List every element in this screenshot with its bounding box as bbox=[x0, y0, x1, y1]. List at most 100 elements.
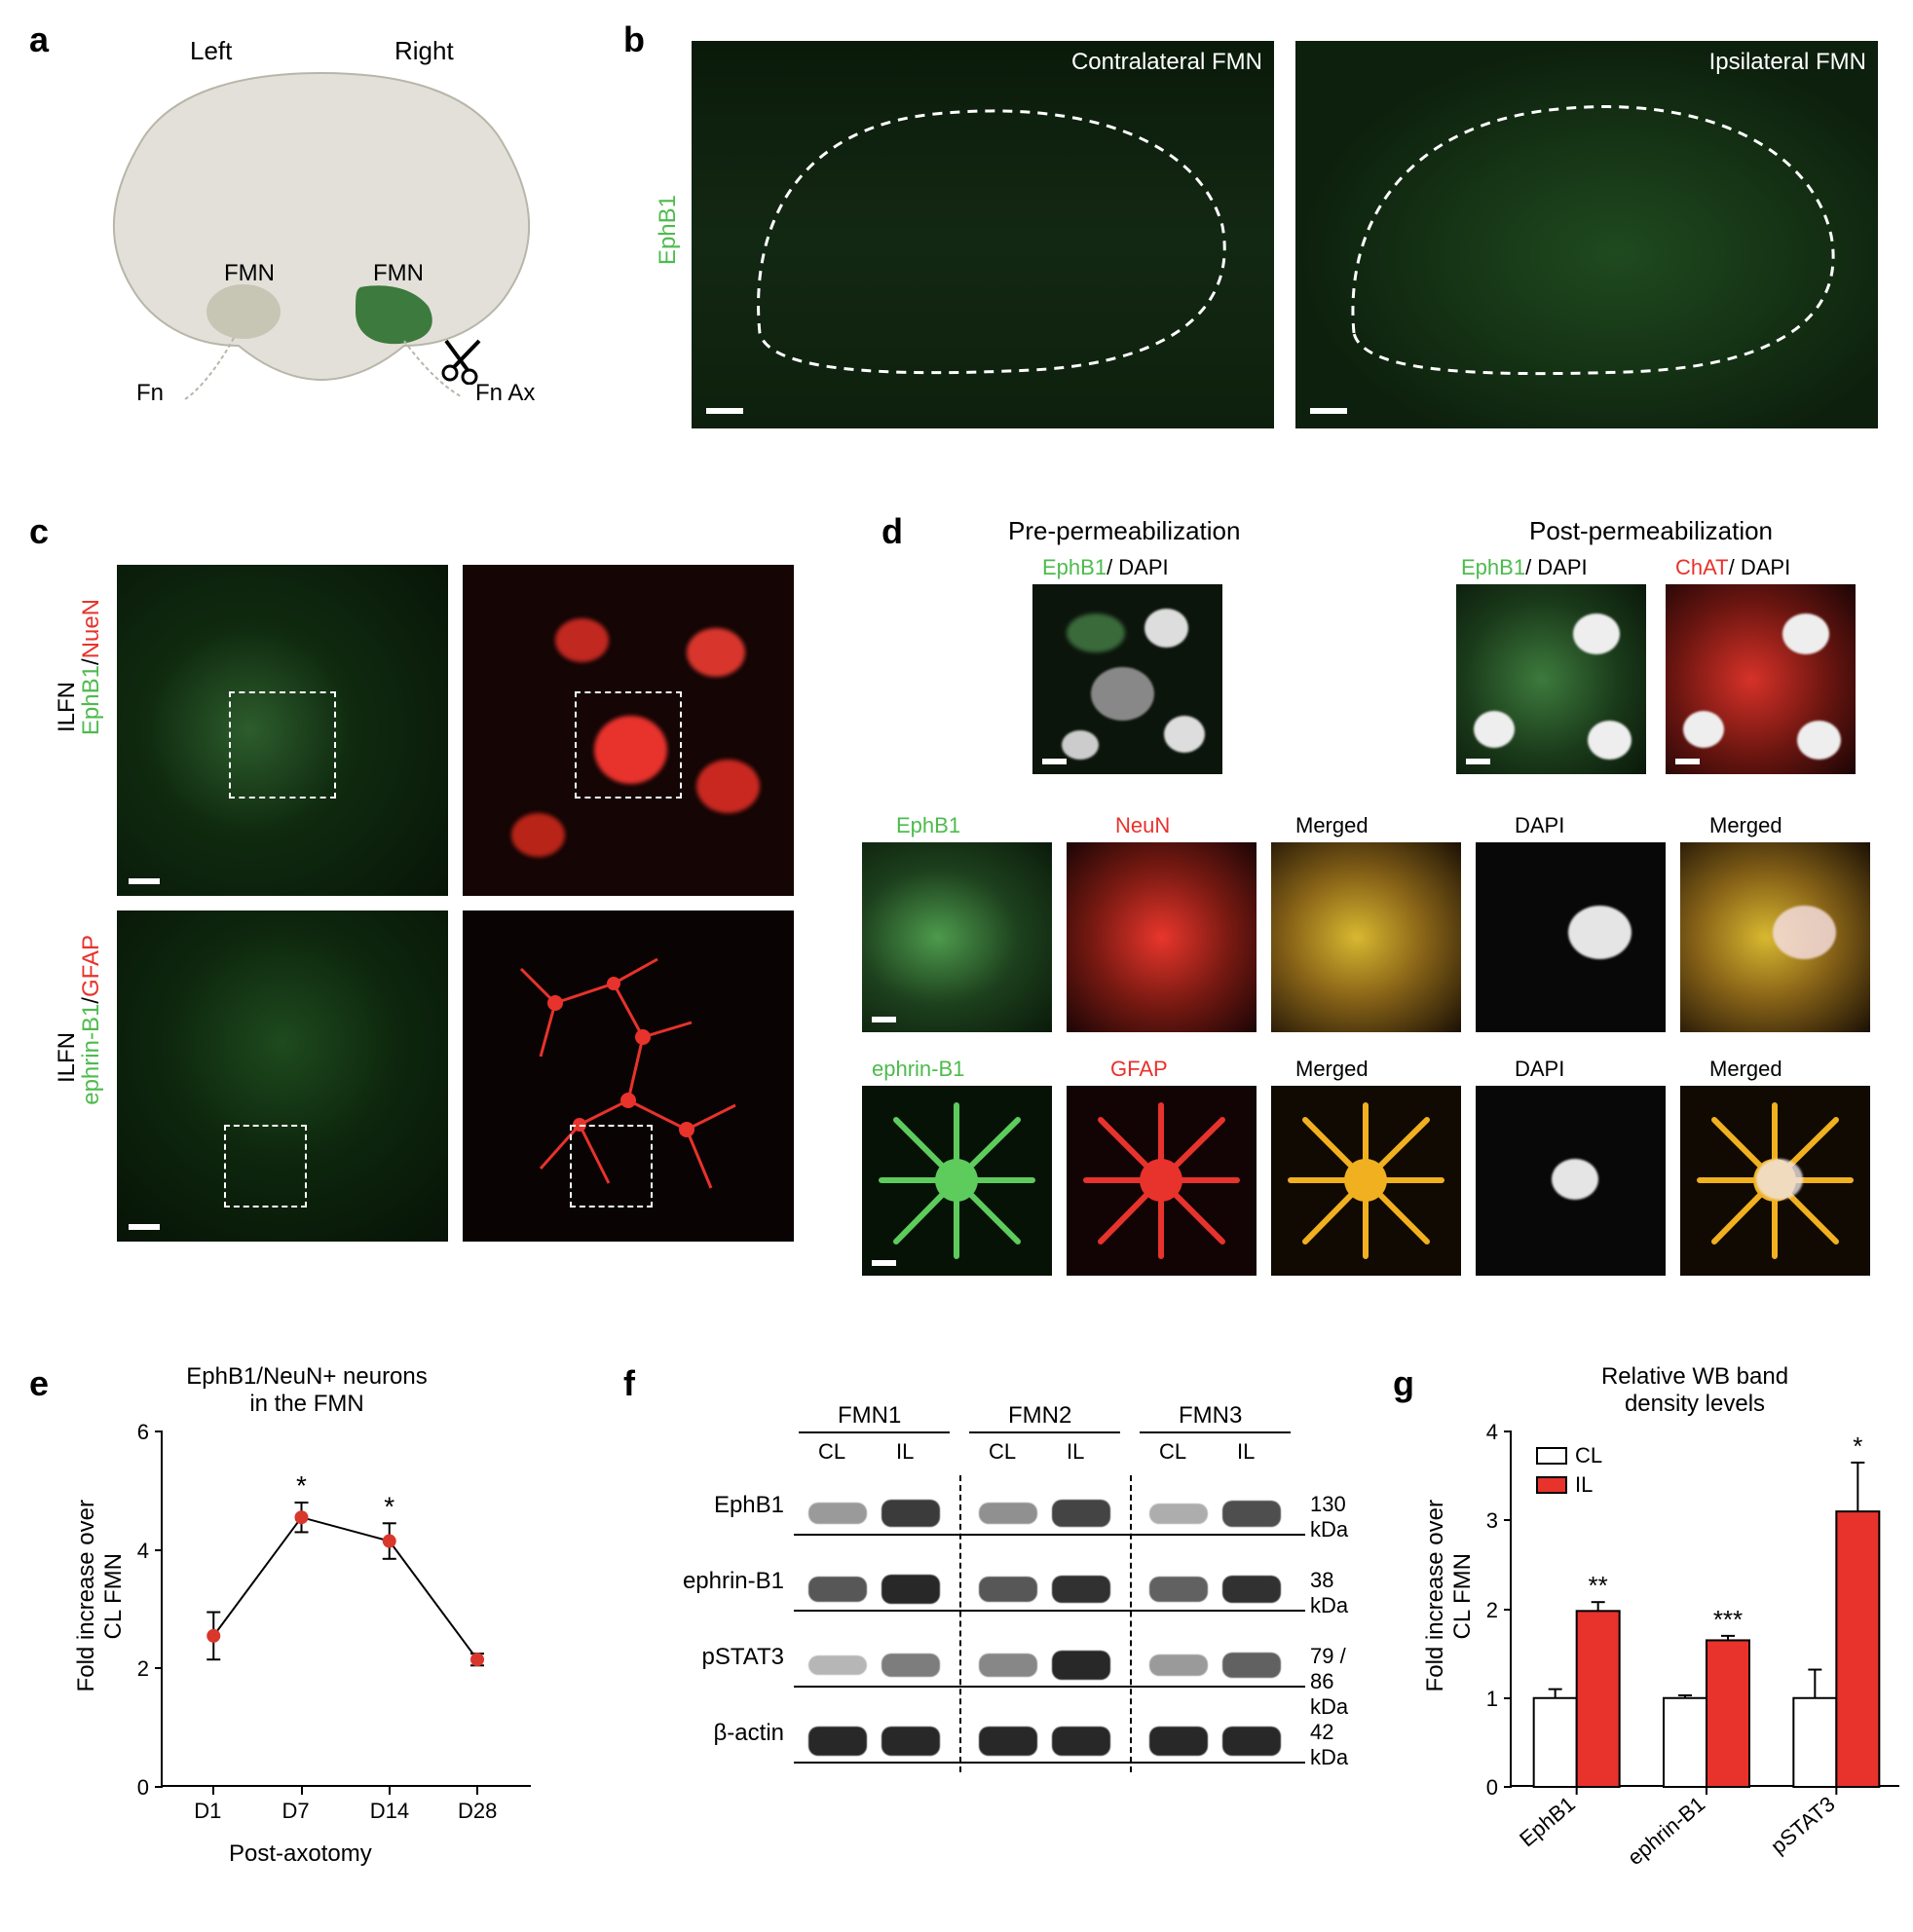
brain-diagram: Left Right FMN FMN Fn Fn Ax bbox=[93, 44, 550, 404]
svg-text:*: * bbox=[296, 1470, 307, 1501]
d-dapi1: DAPI bbox=[1515, 813, 1564, 838]
d-neun: NeuN bbox=[1115, 813, 1170, 838]
c-r2-red bbox=[463, 910, 794, 1242]
svg-text:*: * bbox=[1853, 1431, 1862, 1461]
row2-label: ephrin-B1/GFAP bbox=[78, 935, 105, 1105]
svg-text:**: ** bbox=[1589, 1571, 1608, 1600]
e-xlabel: Post-axotomy bbox=[229, 1840, 372, 1868]
wb-band bbox=[1149, 1654, 1208, 1676]
ipsi-fmn-image: Ipsilateral FMN bbox=[1295, 41, 1878, 428]
wb-band bbox=[1149, 1504, 1208, 1524]
wb-band bbox=[881, 1727, 940, 1755]
scale-bar bbox=[129, 1224, 160, 1230]
wb-col-label: CL bbox=[1159, 1439, 1186, 1465]
wb-group-label: FMN3 bbox=[1179, 1402, 1242, 1430]
d-post-ephb1 bbox=[1456, 584, 1646, 774]
d-r3-1 bbox=[862, 1086, 1052, 1276]
d-r2-1 bbox=[862, 842, 1052, 1032]
d-dapi2: DAPI bbox=[1515, 1057, 1564, 1082]
wb-band bbox=[1052, 1727, 1110, 1755]
left-label: Left bbox=[190, 36, 232, 66]
y-tick-label: 2 bbox=[137, 1656, 149, 1682]
y-tick-label: 4 bbox=[1486, 1420, 1498, 1445]
wb-col-label: IL bbox=[1237, 1439, 1255, 1465]
panel-label-d: d bbox=[881, 511, 903, 552]
scissors-icon bbox=[438, 336, 487, 385]
wb-col-label: CL bbox=[818, 1439, 845, 1465]
wb-band bbox=[979, 1503, 1037, 1525]
wb-band bbox=[979, 1727, 1037, 1755]
d-r3-3 bbox=[1271, 1086, 1461, 1276]
wb-band bbox=[881, 1500, 940, 1527]
wb-band bbox=[808, 1577, 867, 1602]
pre-label: Pre-permeabilization bbox=[1008, 516, 1240, 546]
wb-col-label: IL bbox=[896, 1439, 914, 1465]
d-r3-5 bbox=[1680, 1086, 1870, 1276]
d-merged2: Merged bbox=[1709, 813, 1782, 838]
fn-left: Fn bbox=[136, 380, 164, 407]
d-r2-4 bbox=[1476, 842, 1666, 1032]
scale-bar bbox=[1310, 408, 1347, 414]
wb-band bbox=[808, 1727, 867, 1755]
d-r3-4 bbox=[1476, 1086, 1666, 1276]
d-ephb1: EphB1 bbox=[896, 813, 960, 838]
western-blot: FMN1CLILFMN2CLILFMN3CLILEphB1130 kDaephr… bbox=[682, 1402, 1305, 1831]
d-pre-img bbox=[1032, 584, 1222, 774]
wb-kda-label: 130 kDa bbox=[1310, 1492, 1348, 1542]
d-r3-2 bbox=[1067, 1086, 1257, 1276]
wb-band bbox=[881, 1575, 940, 1603]
panel-label-e: e bbox=[29, 1363, 49, 1404]
svg-text:***: *** bbox=[1713, 1605, 1743, 1634]
y-tick-label: 4 bbox=[137, 1539, 149, 1564]
wb-band bbox=[881, 1653, 940, 1677]
wb-kda-label: 79 / 86 kDa bbox=[1310, 1644, 1348, 1720]
e-title: EphB1/NeuN+ neurons in the FMN bbox=[170, 1363, 443, 1418]
y-tick-label: 1 bbox=[1486, 1687, 1498, 1712]
scale-bar bbox=[1675, 759, 1700, 764]
e-ylabel: Fold increase over CL FMN bbox=[73, 1500, 128, 1691]
wb-kda-label: 38 kDa bbox=[1310, 1568, 1348, 1618]
y-tick-label: 3 bbox=[1486, 1508, 1498, 1534]
svg-text:EphB1: EphB1 bbox=[1515, 1792, 1580, 1852]
y-tick-label: 2 bbox=[1486, 1598, 1498, 1623]
row1-label: EphB1/NueN bbox=[78, 599, 105, 735]
wb-band bbox=[1149, 1727, 1208, 1755]
wb-row-label: β-actin bbox=[682, 1720, 784, 1747]
x-tick-label: D28 bbox=[458, 1799, 497, 1824]
d-ephb1-dapi2: EphB1/ DAPI bbox=[1461, 555, 1588, 580]
svg-text:pSTAT3: pSTAT3 bbox=[1766, 1792, 1839, 1859]
post-label: Post-permeabilization bbox=[1529, 516, 1773, 546]
wb-band bbox=[1222, 1727, 1281, 1755]
svg-text:*: * bbox=[384, 1491, 394, 1521]
ilfn-label-1: ILFN bbox=[54, 682, 81, 732]
d-merged3: Merged bbox=[1295, 1057, 1369, 1082]
panel-label-c: c bbox=[29, 511, 49, 552]
panel-label-a: a bbox=[29, 19, 49, 60]
panel-label-g: g bbox=[1393, 1363, 1414, 1404]
right-label: Right bbox=[394, 36, 454, 66]
wb-col-label: CL bbox=[989, 1439, 1016, 1465]
wb-band bbox=[1052, 1576, 1110, 1604]
scale-bar bbox=[1042, 759, 1067, 764]
scale-bar bbox=[872, 1260, 896, 1266]
wb-band bbox=[1052, 1500, 1110, 1527]
wb-band bbox=[1222, 1653, 1281, 1678]
wb-row-label: pSTAT3 bbox=[682, 1644, 784, 1671]
g-ylabel: Fold increase over CL FMN bbox=[1422, 1500, 1477, 1691]
wb-col-label: IL bbox=[1067, 1439, 1084, 1465]
contra-fmn-image: Contralateral FMN bbox=[692, 41, 1274, 428]
x-tick-label: D14 bbox=[370, 1799, 409, 1824]
x-tick-label: D7 bbox=[282, 1799, 310, 1824]
fmn-left: FMN bbox=[224, 260, 275, 287]
wb-group-label: FMN1 bbox=[838, 1402, 901, 1430]
scale-bar bbox=[1466, 759, 1490, 764]
wb-band bbox=[979, 1577, 1037, 1602]
d-merged4: Merged bbox=[1709, 1057, 1782, 1082]
d-post-chat bbox=[1666, 584, 1856, 774]
y-tick-label: 0 bbox=[137, 1775, 149, 1801]
panel-label-b: b bbox=[623, 19, 645, 60]
c-r2-green bbox=[117, 910, 448, 1242]
chart-e: 0246D1D7D14D28** bbox=[161, 1431, 531, 1787]
wb-band bbox=[808, 1503, 867, 1524]
wb-row-label: ephrin-B1 bbox=[682, 1568, 784, 1595]
